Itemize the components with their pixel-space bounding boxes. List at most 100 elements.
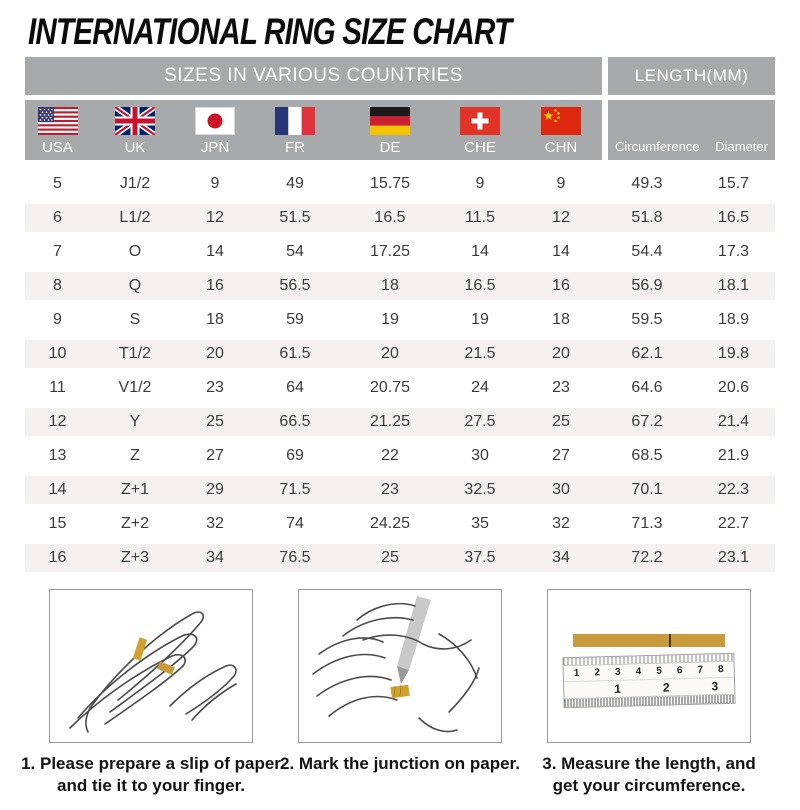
ruler-inch-number: 1	[614, 681, 622, 696]
cell-uk: Z+3	[120, 549, 149, 566]
step-3-caption-line2: get your circumference.	[552, 776, 746, 796]
cell-de: 18	[381, 277, 399, 294]
cell-diameter: 20.6	[717, 379, 750, 396]
cell-che: 32.5	[464, 481, 496, 498]
cell-circumference: 62.1	[631, 345, 663, 362]
cell-che: 30	[471, 447, 489, 464]
flag-label-usa: USA	[42, 139, 73, 156]
cell-de: 20	[381, 345, 399, 362]
cell-de: 24.25	[369, 515, 411, 532]
cell-chn: 25	[552, 413, 570, 430]
cell-circumference: 56.9	[631, 277, 663, 294]
cell-usa: 13	[48, 447, 67, 464]
step-1: 1. Please prepare a slip of paper and ti…	[21, 589, 281, 797]
circumference-header: Circumference	[615, 139, 700, 154]
cell-che: 9	[475, 175, 485, 192]
table-row: 15 Z+2 32 74 24.25 35 32 71.3 22.7	[25, 507, 775, 541]
column-de: DE	[340, 100, 440, 160]
ruler-inch-number: 2	[662, 680, 670, 695]
cell-usa: 5	[53, 175, 62, 192]
cell-jpn: 14	[206, 243, 224, 260]
ruler-cm-number: 3	[614, 666, 621, 678]
france-flag-icon	[275, 107, 315, 135]
cell-chn: 18	[552, 311, 570, 328]
cell-circumference: 67.2	[631, 413, 663, 430]
ruler-cm-number: 4	[635, 666, 642, 678]
cell-che: 19	[471, 311, 489, 328]
table-row: 8 Q 16 56.5 18 16.5 16 56.9 18.1	[25, 269, 775, 303]
marking-with-pen-illustration	[312, 596, 480, 733]
header-length-mm: LENGTH(MM)	[608, 57, 775, 95]
cell-fr: 54	[286, 243, 304, 260]
cell-chn: 30	[552, 481, 570, 498]
cell-diameter: 21.9	[717, 447, 750, 464]
instruction-steps: 1. Please prepare a slip of paper and ti…	[0, 589, 800, 797]
cell-usa: 15	[48, 515, 67, 532]
cell-che: 35	[471, 515, 489, 532]
flag-label-fr: FR	[285, 139, 305, 156]
china-flag-icon	[541, 107, 581, 135]
cell-uk: Z+2	[120, 515, 149, 532]
cell-jpn: 27	[206, 447, 224, 464]
flags-strip: USA UK	[25, 100, 602, 160]
cell-de: 20.75	[369, 379, 411, 396]
table-row: 9 S 18 59 19 19 18 59.5 18.9	[25, 303, 775, 337]
cell-jpn: 25	[206, 413, 224, 430]
step-3-caption-line1: 3. Measure the length, and	[542, 754, 756, 773]
column-uk: UK	[90, 100, 180, 160]
hand-with-paper-slip-illustration	[69, 611, 237, 733]
ruler-inch-number: 3	[711, 679, 719, 694]
step-3-illustration-box: 1 2 3 4 5 6 7 8 1 2 3	[547, 589, 751, 743]
japan-flag-icon	[195, 107, 235, 135]
step-1-caption-line2: and tie it to your finger.	[57, 776, 245, 796]
cell-uk: J1/2	[119, 175, 151, 192]
table-row: 12 Y 25 66.5 21.25 27.5 25 67.2 21.4	[25, 405, 775, 439]
size-table: SIZES IN VARIOUS COUNTRIES LENGTH(MM)	[25, 57, 775, 575]
ruler-cm-number: 5	[656, 665, 662, 677]
cell-chn: 9	[556, 175, 566, 192]
cell-che: 27.5	[464, 413, 496, 430]
cell-chn: 23	[552, 379, 570, 396]
table-row: 10 T1/2 20 61.5 20 21.5 20 62.1 19.8	[25, 337, 775, 371]
cell-diameter: 22.3	[717, 481, 750, 498]
cell-circumference: 70.1	[631, 481, 663, 498]
cell-fr: 51.5	[279, 209, 311, 226]
step-2-caption: 2. Mark the junction on paper.	[267, 753, 533, 775]
cell-jpn: 23	[206, 379, 224, 396]
column-fr: FR	[250, 100, 340, 160]
cell-usa: 16	[48, 549, 67, 566]
cell-fr: 56.5	[279, 277, 311, 294]
cell-diameter: 18.9	[717, 311, 750, 328]
cell-fr: 49	[286, 175, 304, 192]
switzerland-flag-icon	[460, 107, 500, 135]
cell-uk: Y	[129, 413, 141, 430]
cell-che: 37.5	[464, 549, 496, 566]
step-1-caption: 1. Please prepare a slip of paper and ti…	[18, 753, 284, 797]
cell-usa: 14	[48, 481, 67, 498]
uk-flag-icon	[115, 107, 155, 135]
step-2-caption-line1: 2. Mark the junction on paper.	[280, 754, 520, 773]
cell-fr: 61.5	[279, 345, 311, 362]
flag-label-che: CHE	[464, 139, 496, 156]
cell-circumference: 59.5	[631, 311, 663, 328]
cell-uk: Z+1	[120, 481, 149, 498]
paper-strip-graphic	[573, 634, 725, 647]
cell-uk: V1/2	[118, 379, 152, 396]
cell-uk: Z	[130, 447, 140, 464]
cell-che: 16.5	[464, 277, 496, 294]
size-table-body: 5 J1/2 9 49 15.75 9 9 49.3 15.7 6 L1/2 1…	[25, 167, 775, 575]
cell-fr: 66.5	[279, 413, 311, 430]
cell-uk: L1/2	[119, 209, 151, 226]
cell-chn: 32	[552, 515, 570, 532]
cell-usa: 10	[48, 345, 67, 362]
cell-fr: 69	[286, 447, 304, 464]
cell-diameter: 23.1	[717, 549, 750, 566]
cell-usa: 7	[53, 243, 62, 260]
cell-usa: 11	[49, 379, 66, 396]
cell-de: 22	[381, 447, 399, 464]
cell-jpn: 34	[206, 549, 224, 566]
cell-de: 16.5	[374, 209, 406, 226]
cell-chn: 27	[552, 447, 570, 464]
cell-fr: 71.5	[279, 481, 311, 498]
cell-circumference: 71.3	[631, 515, 663, 532]
